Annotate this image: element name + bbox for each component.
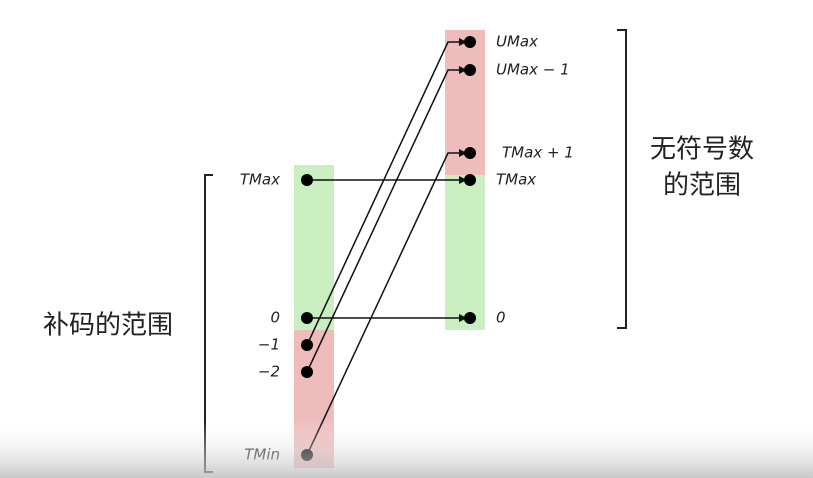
node-label: 0 — [496, 309, 506, 327]
node-label: TMax — [240, 171, 280, 189]
node-dot — [301, 366, 313, 378]
arrow — [306, 66, 467, 373]
node-label: 0 — [270, 309, 280, 327]
node-dot — [464, 64, 476, 76]
node-label: TMax — [496, 171, 536, 189]
arrow — [306, 149, 467, 456]
node-dot — [301, 174, 313, 186]
node-dot — [301, 339, 313, 351]
node-label: UMax — [496, 33, 538, 51]
lower-range — [445, 175, 485, 330]
node-dot — [464, 147, 476, 159]
node-label: UMax − 1 — [496, 61, 570, 79]
right-title: 的范围 — [663, 171, 741, 201]
node-label: −1 — [258, 336, 280, 354]
positive-range — [294, 165, 334, 330]
left-title: 补码的范围 — [43, 311, 173, 341]
video-overlay — [0, 420, 813, 478]
node-label: TMax + 1 — [502, 144, 574, 162]
right-title: 无符号数 — [650, 135, 754, 165]
node-label: −2 — [258, 363, 280, 381]
node-dot — [464, 174, 476, 186]
node-dot — [464, 312, 476, 324]
node-dot — [301, 312, 313, 324]
node-dot — [464, 36, 476, 48]
edges — [306, 38, 467, 456]
right-bracket — [617, 29, 627, 329]
arrow — [306, 38, 467, 346]
